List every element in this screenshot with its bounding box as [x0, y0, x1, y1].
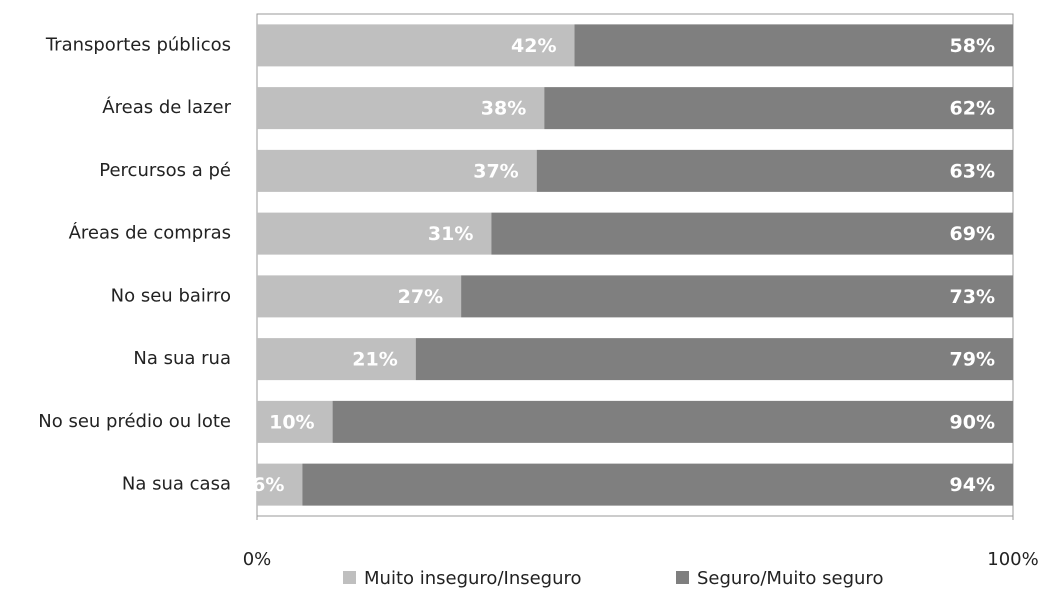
bar-segment [332, 400, 1014, 443]
value-label: 69% [950, 223, 995, 245]
bar-segment [461, 275, 1013, 318]
legend-label: Muito inseguro/Inseguro [364, 568, 582, 589]
y-tick-label: Áreas de lazer [102, 96, 231, 118]
value-label: 31% [428, 223, 473, 245]
x-tick-label: 100% [987, 549, 1038, 570]
bar-segment [257, 24, 575, 67]
value-label: 73% [950, 286, 995, 308]
legend-swatch [676, 571, 689, 584]
value-label: 79% [950, 349, 995, 371]
x-tick-label: 0% [243, 549, 272, 570]
bar-segment [257, 212, 492, 255]
value-label: 94% [950, 474, 995, 496]
bar-segment [491, 212, 1013, 255]
value-label: 27% [398, 286, 443, 308]
bar-segment [574, 24, 1013, 67]
bar-segment [257, 275, 462, 318]
value-label: 37% [473, 160, 518, 182]
value-label: 58% [950, 35, 995, 57]
value-label: 90% [950, 411, 995, 433]
bar-segment [257, 149, 537, 192]
value-label: 6% [252, 474, 284, 496]
y-tick-label: No seu prédio ou lote [38, 411, 231, 432]
bar-segment [544, 87, 1013, 130]
bar-segment [257, 463, 303, 506]
bar-segment [257, 400, 333, 443]
value-label: 62% [950, 98, 995, 120]
bar-segment [302, 463, 1013, 506]
value-label: 42% [511, 35, 556, 57]
y-tick-label: Na sua casa [122, 474, 231, 495]
bar-segment [415, 338, 1013, 381]
y-tick-label: No seu bairro [111, 285, 231, 306]
legend-swatch [343, 571, 356, 584]
y-tick-label: Percursos a pé [99, 160, 231, 181]
plot-frame [256, 13, 1014, 517]
value-label: 38% [481, 98, 526, 120]
y-tick-label: Áreas de compras [69, 222, 231, 244]
legend-label: Seguro/Muito seguro [697, 568, 883, 589]
bar-segment [257, 338, 416, 381]
y-tick-label: Transportes públicos [45, 34, 231, 55]
y-tick-label: Na sua rua [133, 348, 231, 369]
value-label: 63% [950, 160, 995, 182]
bar-segment [257, 87, 545, 130]
value-label: 10% [269, 411, 314, 433]
bar-segment [536, 149, 1013, 192]
value-label: 21% [352, 349, 397, 371]
